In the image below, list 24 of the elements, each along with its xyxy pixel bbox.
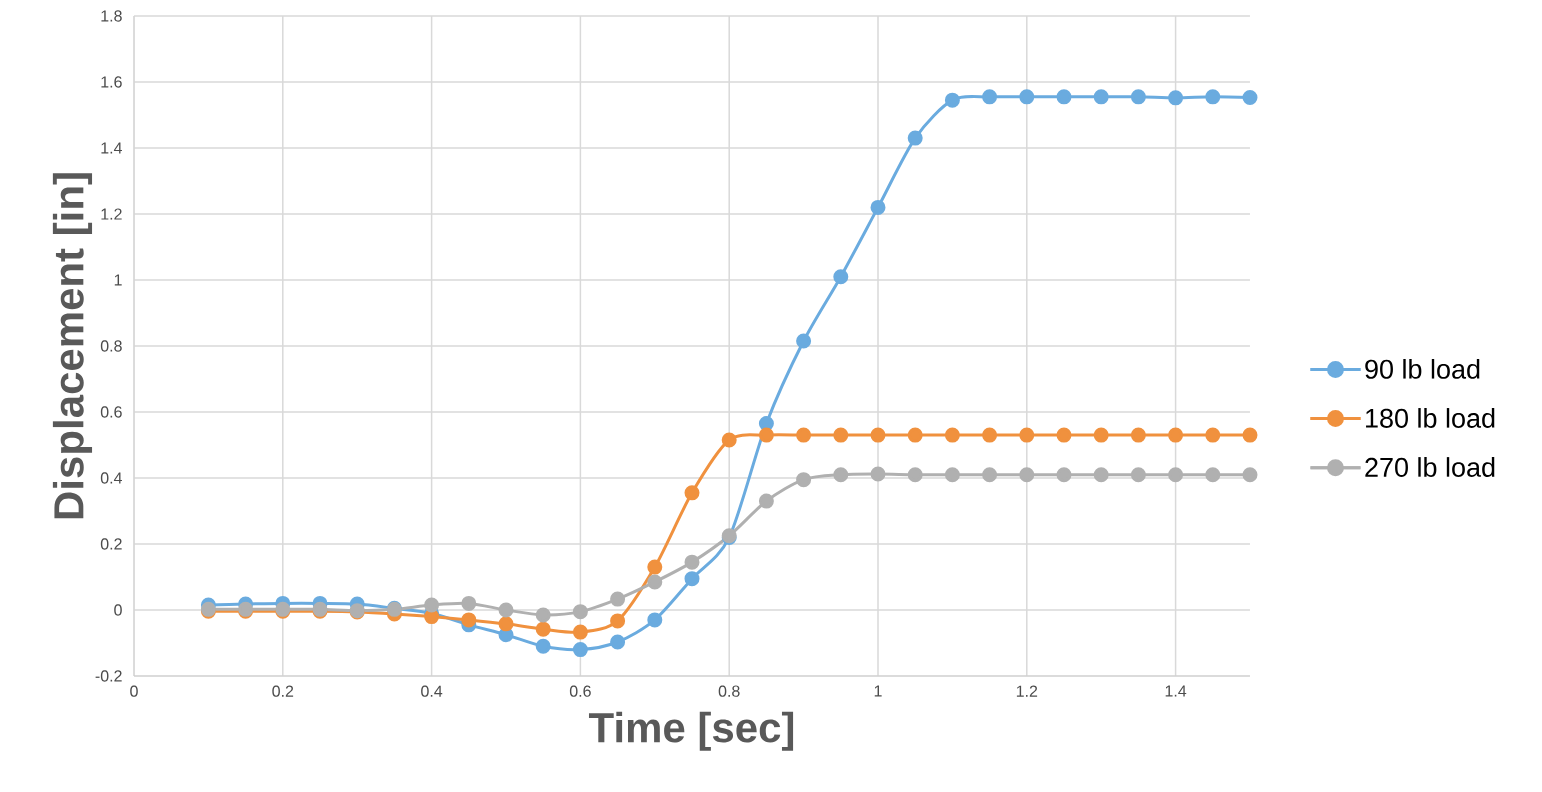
y-tick-label: 0.6: [100, 406, 122, 418]
y-tick-label: 1: [114, 274, 122, 286]
y-tick-label: 1.2: [101, 208, 122, 220]
x-tick-label: 0.2: [272, 685, 294, 697]
y-axis-title: Displacement [in]: [52, 173, 93, 519]
x-axis-title: Time [sec]: [588, 711, 794, 751]
y-tick-label: 0: [114, 604, 122, 616]
y-tick-label: 1.6: [101, 76, 122, 88]
y-tick-label: -0.2: [95, 670, 122, 682]
x-tick-label: 0: [130, 685, 138, 697]
y-tick-label: 0.2: [100, 538, 122, 550]
x-tick-label: 0.8: [718, 685, 740, 697]
x-tick-label: 1.2: [1016, 685, 1038, 697]
y-tick-label: 1.8: [101, 10, 122, 22]
y-tick-label: 0.8: [100, 340, 122, 352]
x-tick-label: 1: [874, 685, 882, 697]
x-tick-label: 1.4: [1165, 685, 1187, 697]
x-tick-label: 0.4: [421, 685, 443, 697]
y-tick-label: 1.4: [101, 142, 122, 154]
legend-label: 180 lb load: [1366, 408, 1495, 428]
legend-label: 270 lb load: [1365, 457, 1495, 477]
x-tick-label: 0.6: [569, 685, 591, 697]
legend-label: 90 lb load: [1365, 358, 1480, 379]
y-tick-label: 0.4: [100, 472, 122, 484]
